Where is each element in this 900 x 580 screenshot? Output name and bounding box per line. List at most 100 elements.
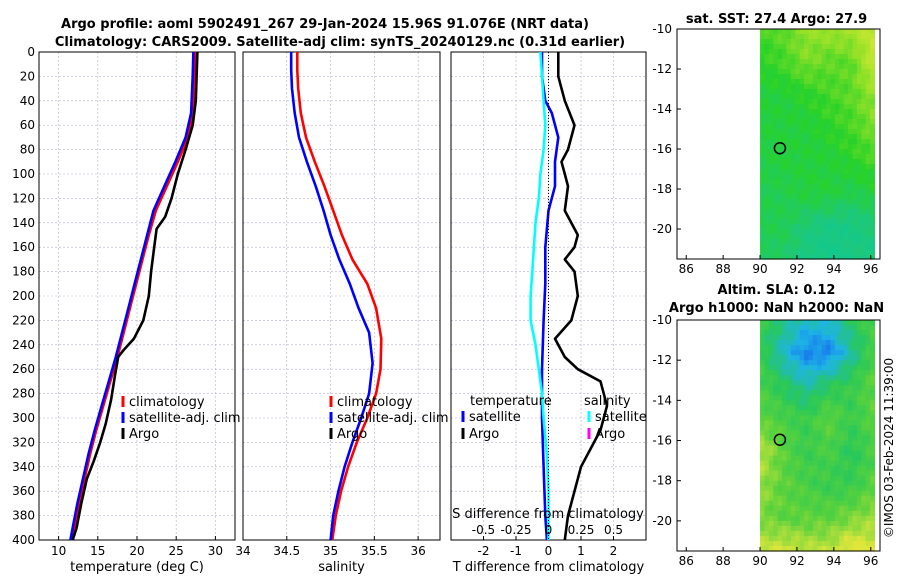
heatmap-cell (865, 144, 871, 150)
heatmap-cell (830, 425, 836, 432)
heatmap-cell (773, 249, 779, 255)
heatmap-cell (777, 84, 783, 90)
heatmap-cell (817, 224, 823, 230)
heatmap-cell (821, 34, 827, 40)
heatmap-cell (834, 465, 840, 472)
heatmap-cell (764, 194, 770, 200)
heatmap-cell (782, 174, 788, 180)
heatmap-cell (817, 84, 823, 90)
heatmap-cell (760, 370, 766, 376)
heatmap-cell (808, 109, 814, 115)
heatmap-cell (865, 380, 871, 386)
heatmap-cell (817, 49, 823, 55)
heatmap-cell (764, 99, 770, 105)
top-tick-label: -0.5 (472, 523, 495, 537)
map-title: Altim. SLA: 0.12 (718, 283, 836, 298)
heatmap-cell (768, 29, 774, 35)
heatmap-cell (865, 320, 871, 326)
heatmap-cell (773, 460, 779, 467)
heatmap-cell (790, 79, 796, 85)
series-line-t-argo (553, 52, 609, 541)
heatmap-cell (852, 39, 858, 45)
heatmap-cell (773, 480, 779, 487)
y-tick-label: -10 (652, 313, 672, 327)
heatmap-cell (764, 370, 770, 376)
heatmap-cell (786, 254, 792, 260)
heatmap-cell (865, 69, 871, 75)
heatmap-cell (821, 515, 827, 522)
heatmap-cell (856, 445, 862, 452)
heatmap-cell (760, 480, 766, 487)
heatmap-cell (808, 540, 814, 547)
heatmap-cell (795, 355, 801, 361)
heatmap-cell (790, 385, 796, 391)
heatmap-cell (830, 104, 836, 110)
heatmap-cell (786, 320, 792, 326)
heatmap-cell (790, 525, 796, 532)
heatmap-cell (843, 199, 849, 205)
heatmap-cell (799, 219, 805, 225)
heatmap-cell (848, 365, 854, 371)
x-tick-label: 96 (863, 554, 878, 568)
heatmap-cell (865, 540, 871, 547)
heatmap-cell (764, 375, 770, 381)
heatmap-cell (821, 174, 827, 180)
heatmap-cell (826, 69, 832, 75)
heatmap-cell (843, 229, 849, 235)
heatmap-cell (764, 525, 770, 532)
heatmap-cell (799, 184, 805, 190)
heatmap-cell (808, 99, 814, 105)
heatmap-cell (768, 144, 774, 150)
heatmap-cell (839, 94, 845, 100)
heatmap-cell (821, 64, 827, 70)
heatmap-cell (808, 400, 814, 406)
figure-title-line1: Argo profile: aoml 5902491_267 29-Jan-20… (61, 17, 589, 32)
heatmap-cell (790, 189, 796, 195)
heatmap-cell (856, 114, 862, 120)
heatmap-cell (839, 330, 845, 336)
heatmap-cell (865, 445, 871, 452)
heatmap-cell (799, 139, 805, 145)
heatmap-cell (786, 59, 792, 65)
heatmap-cell (795, 445, 801, 452)
heatmap-cell (817, 209, 823, 215)
heatmap-cell (821, 545, 827, 552)
heatmap-cell (777, 505, 783, 512)
heatmap-cell (848, 39, 854, 45)
heatmap-cell (865, 450, 871, 457)
heatmap-cell (834, 239, 840, 245)
heatmap-cell (834, 204, 840, 210)
heatmap-cell (786, 385, 792, 391)
heatmap-cell (812, 345, 818, 351)
heatmap-cell (861, 340, 867, 346)
heatmap-cell (786, 84, 792, 90)
heatmap-cell (804, 134, 810, 140)
heatmap-cell (786, 395, 792, 401)
heatmap-cell (856, 350, 862, 356)
heatmap-cell (861, 370, 867, 376)
heatmap-cell (826, 129, 832, 135)
heatmap-cell (870, 49, 876, 55)
heatmap-cell (799, 500, 805, 507)
heatmap-cell (782, 194, 788, 200)
heatmap-cell (804, 535, 810, 542)
heatmap-cell (786, 224, 792, 230)
heatmap-cell (834, 340, 840, 346)
heatmap-cell (852, 139, 858, 145)
heatmap-cell (834, 139, 840, 145)
heatmap-cell (786, 525, 792, 532)
heatmap-cell (817, 249, 823, 255)
heatmap-cell (777, 34, 783, 40)
heatmap-cell (808, 335, 814, 341)
heatmap-cell (848, 335, 854, 341)
heatmap-cell (799, 480, 805, 487)
heatmap-cell (795, 184, 801, 190)
heatmap-cell (870, 229, 876, 235)
heatmap-cell (865, 370, 871, 376)
heatmap-cell (795, 244, 801, 250)
heatmap-cell (795, 400, 801, 406)
heatmap-cell (786, 520, 792, 527)
heatmap-cell (870, 465, 876, 472)
heatmap-cell (786, 244, 792, 250)
heatmap-cell (856, 249, 862, 255)
